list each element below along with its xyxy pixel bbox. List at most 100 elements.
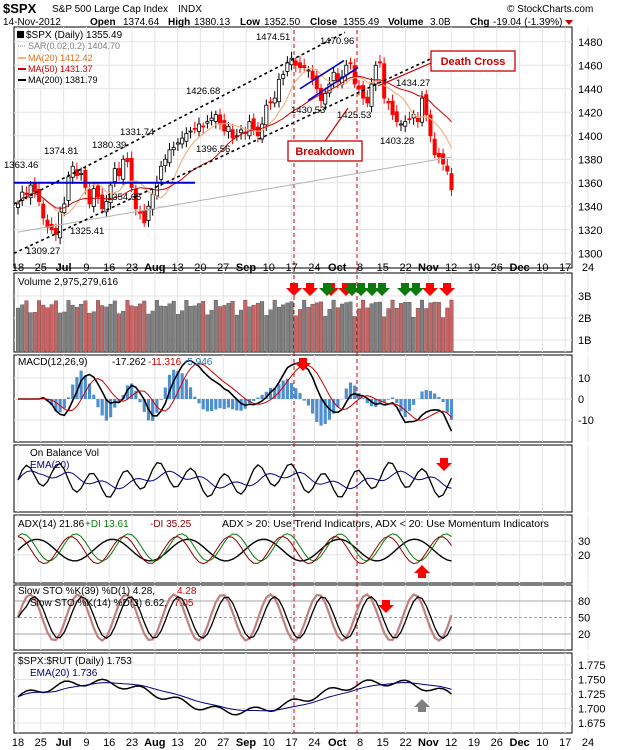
candle-body xyxy=(146,205,151,221)
candle-body xyxy=(365,96,370,104)
macd-hist-bar xyxy=(188,387,193,399)
x-tick-label: 15 xyxy=(377,737,389,749)
volume-bar xyxy=(58,312,63,353)
volume-bar xyxy=(361,299,366,353)
volume-bar xyxy=(445,307,450,353)
volume-bar xyxy=(87,313,92,353)
y-tick-label: 1360 xyxy=(578,178,602,190)
macd-hist-bar xyxy=(201,399,205,410)
candle-body xyxy=(15,203,20,208)
x-tick-label: 8 xyxy=(357,737,363,749)
candle-body xyxy=(369,83,374,107)
candle-body xyxy=(117,168,122,177)
panel-frame-adx xyxy=(13,514,573,584)
candle-body xyxy=(91,188,96,207)
x-tick-label: Nov xyxy=(418,262,440,274)
y-tick-label: -10 xyxy=(578,415,594,427)
candle-body xyxy=(125,158,130,163)
macd-hist-bar xyxy=(172,369,176,399)
volume-bar xyxy=(146,313,151,353)
volume-bar xyxy=(16,307,20,353)
volume-bar xyxy=(319,301,323,353)
close-value: 1355.49 xyxy=(343,17,380,28)
macd-hist-bar xyxy=(428,390,433,399)
y-tick-label: 1.750 xyxy=(578,675,606,687)
legend-spx: $SPX (Daily) 1355.49 xyxy=(26,30,123,41)
candle-body xyxy=(314,75,319,90)
volume-bar xyxy=(356,308,361,353)
candle-body xyxy=(104,201,109,213)
macd-hist-bar xyxy=(323,399,327,424)
price-label: 1434.27 xyxy=(396,78,430,89)
candle-body xyxy=(112,168,117,183)
volume-bar xyxy=(171,300,176,353)
low-label: Low xyxy=(240,17,260,28)
candle-body xyxy=(436,152,441,158)
volume-bar xyxy=(53,300,58,353)
down-arrow-icon xyxy=(374,283,390,296)
x-tick-label: Jul xyxy=(56,737,72,749)
macd-hist-bar xyxy=(243,399,247,409)
candle-body xyxy=(251,118,256,130)
volume-bar xyxy=(247,306,252,353)
volume-bar xyxy=(222,305,227,353)
volume-bar xyxy=(154,300,159,353)
candle-body xyxy=(129,157,134,188)
macd-hist-bar xyxy=(403,399,407,418)
candle-body xyxy=(361,85,366,99)
macd-hist-bar xyxy=(50,399,54,405)
x-tick-label: Nov xyxy=(418,737,440,749)
y-tick-label: 50 xyxy=(578,613,590,625)
macd-hist-bar xyxy=(75,377,79,399)
down-arrow-icon xyxy=(408,283,424,296)
x-tick-label: 27 xyxy=(217,737,229,749)
channel-upper xyxy=(299,59,345,90)
volume-bar xyxy=(45,307,50,353)
y-tick-label: 1340 xyxy=(578,201,602,213)
x-tick-label: Aug xyxy=(144,737,165,749)
volume-bar xyxy=(112,300,117,353)
candle-body xyxy=(377,61,382,64)
macd-hist-bar xyxy=(214,399,218,410)
candle-body xyxy=(28,184,33,199)
volume-bar xyxy=(415,308,420,353)
y-tick-label: 0 xyxy=(578,394,584,406)
volume-bar xyxy=(365,307,370,353)
x-tick-label: 10 xyxy=(263,262,275,274)
volume-bar xyxy=(66,300,71,353)
price-legend: $SPX (Daily) 1355.49 SAR(0.02,0.2) 1404.… xyxy=(17,30,123,85)
sto-line2-label: Slow STO %K(14) %D(3) 6.62, xyxy=(30,598,167,609)
pdi-line xyxy=(17,533,452,562)
candle-body xyxy=(264,104,269,126)
macd-hist-bar xyxy=(420,391,424,399)
x-tick-label: 23 xyxy=(126,262,138,274)
y-tick-label: 20 xyxy=(578,550,590,562)
volume-bar xyxy=(28,312,33,353)
price-label: 1331.74 xyxy=(120,127,154,138)
close-label: Close xyxy=(310,17,338,28)
chg-label: Chg xyxy=(470,17,489,28)
x-tick-label: 10 xyxy=(536,262,548,274)
macd-hist-bar xyxy=(163,387,167,399)
volume-panel-label: Volume 2,975,279,616 xyxy=(18,277,119,288)
candle-body xyxy=(95,185,100,198)
candle-body xyxy=(398,123,403,126)
volume-bar xyxy=(218,306,222,353)
quote-date: 14-Nov-2012 xyxy=(3,17,61,28)
candle-body xyxy=(53,227,58,235)
x-tick-label: 17 xyxy=(559,737,571,749)
price-label: 1363.46 xyxy=(4,160,38,171)
volume-bar xyxy=(293,315,298,353)
volume-bar xyxy=(399,303,403,353)
x-tick-label: 22 xyxy=(399,737,411,749)
price-label: 1474.51 xyxy=(256,32,290,43)
candle-body xyxy=(344,64,349,76)
volume-bar xyxy=(205,314,210,353)
macd-signal-value: -11.316 xyxy=(148,357,182,368)
volume-bar xyxy=(133,306,138,353)
candle-body xyxy=(230,129,235,139)
x-tick-label: 24 xyxy=(308,262,320,274)
x-tick-label: 25 xyxy=(35,262,47,274)
candle-body xyxy=(247,121,252,137)
candle-body xyxy=(163,158,168,167)
